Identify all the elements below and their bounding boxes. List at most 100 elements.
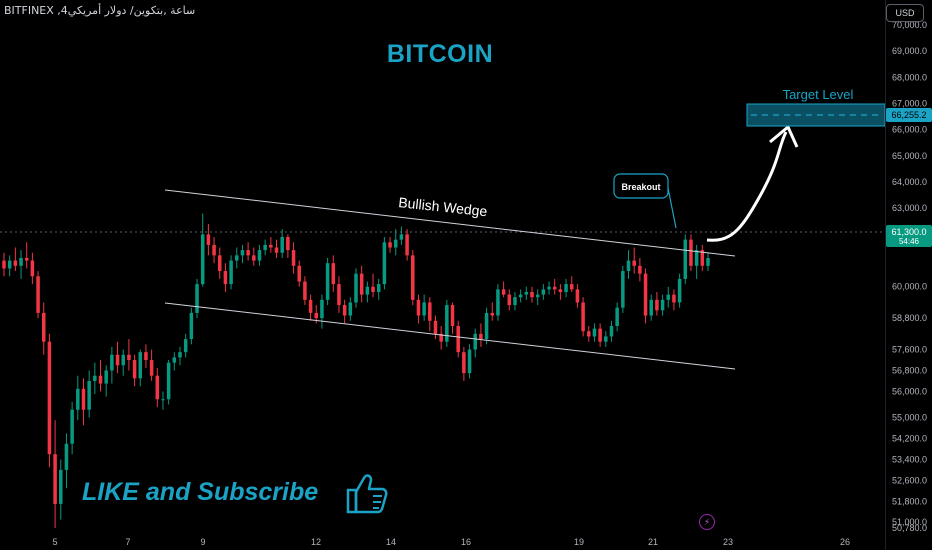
candle-down	[433, 320, 438, 334]
candle-up	[121, 354, 125, 366]
candle-down	[700, 250, 705, 266]
candle-down	[490, 312, 495, 316]
candle-down	[206, 234, 211, 245]
candles-group	[2, 213, 710, 528]
candle-up	[399, 234, 404, 240]
price-tick-label: 57,600.0	[892, 345, 927, 355]
candle-up	[110, 354, 114, 371]
time-tick-label: 5	[52, 537, 57, 547]
cta-text: LIKE and Subscribe	[82, 478, 319, 506]
candle-down	[337, 284, 341, 306]
candle-up	[70, 409, 74, 444]
arrow-head	[769, 125, 799, 148]
candle-down	[569, 284, 574, 290]
candle-up	[354, 273, 358, 303]
candle-down	[144, 352, 148, 361]
candle-down	[507, 294, 512, 306]
candle-down	[269, 244, 273, 248]
target-price-tag-text: 66,255.2	[891, 110, 926, 120]
symbol-info[interactable]: BITFINEX ,4ساعة ,بتكوين/ دولار أمريكي	[4, 4, 196, 17]
projection-arrow	[706, 131, 788, 242]
candle-up	[376, 284, 381, 292]
candle-down	[575, 289, 580, 303]
wedge-upper-line	[164, 189, 736, 257]
candle-down	[30, 260, 35, 277]
candle-down	[428, 302, 432, 321]
candle-up	[76, 388, 80, 410]
candle-down	[411, 255, 415, 300]
candle-down	[297, 265, 301, 282]
candle-down	[98, 375, 103, 384]
target-price-tag: 66,255.2	[886, 108, 932, 122]
time-axis[interactable]: 5 7 9 12 14 16 19 21 23 26	[52, 537, 850, 547]
time-tick-label: 19	[574, 537, 584, 547]
candle-down	[13, 260, 18, 266]
candle-down	[371, 286, 375, 292]
candle-down	[217, 255, 222, 272]
wedge-label: Bullish Wedge	[398, 194, 489, 219]
time-tick-label: 23	[723, 537, 733, 547]
candle-down	[47, 341, 52, 455]
candle-up	[524, 291, 529, 295]
price-tick-label: 68,000.0	[892, 72, 927, 82]
time-tick-label: 12	[311, 537, 321, 547]
price-tick-label: 51,800.0	[892, 496, 927, 506]
price-tick-label: 69,000.0	[892, 46, 927, 56]
lightning-icon[interactable]: ⚡	[699, 514, 715, 530]
time-tick-label: 21	[648, 537, 658, 547]
candle-up	[189, 312, 194, 340]
candle-up	[200, 234, 205, 285]
candle-up	[660, 299, 665, 311]
candle-up	[166, 362, 171, 400]
candle-down	[479, 333, 483, 340]
candle-down	[405, 234, 409, 256]
candle-down	[450, 305, 455, 326]
candle-up	[518, 294, 523, 298]
candle-down	[655, 299, 659, 311]
currency-button[interactable]: USD	[886, 4, 924, 22]
price-tick-label: 58,800.0	[892, 313, 927, 323]
candle-up	[393, 239, 398, 248]
candle-up	[178, 352, 182, 358]
candle-up	[172, 357, 177, 363]
candle-down	[252, 255, 256, 261]
candle-down	[149, 360, 154, 376]
candle-down	[132, 360, 137, 379]
candle-down	[127, 354, 131, 361]
candle-up	[19, 257, 23, 266]
axis-divider	[885, 0, 886, 550]
candle-up	[621, 271, 625, 308]
price-tick-label: 52,600.0	[892, 475, 927, 485]
candle-down	[41, 312, 46, 342]
price-axis[interactable]: 70,000.0 69,000.0 68,000.0 67,000.0 66,000.0…	[892, 20, 927, 533]
candle-up	[64, 443, 69, 470]
candle-down	[581, 302, 585, 332]
candle-up	[626, 260, 631, 272]
candle-up	[649, 299, 653, 316]
candle-down	[689, 239, 693, 266]
current-price-tag: 61,300.0 54:46	[886, 225, 932, 247]
candle-up	[87, 380, 91, 410]
candle-down	[246, 250, 250, 256]
candle-up	[615, 307, 619, 326]
price-tick-label: 56,000.0	[892, 386, 927, 396]
target-label: Target Level	[783, 87, 854, 102]
candle-up	[473, 333, 477, 350]
target-zone: Target Level	[746, 87, 886, 127]
price-tick-label: 56,800.0	[892, 365, 927, 375]
candle-up	[535, 294, 540, 298]
candle-up	[348, 302, 353, 316]
candle-down	[632, 260, 636, 266]
breakout-callout: Breakout	[613, 173, 677, 229]
candle-up	[513, 297, 517, 306]
candle-down	[388, 242, 392, 248]
candle-up	[604, 336, 608, 342]
candle-down	[342, 305, 347, 316]
candle-down	[303, 281, 307, 300]
candle-up	[677, 278, 682, 303]
candle-down	[552, 286, 557, 290]
candle-up	[445, 305, 449, 342]
candle-down	[501, 289, 506, 295]
time-tick-label: 26	[840, 537, 850, 547]
